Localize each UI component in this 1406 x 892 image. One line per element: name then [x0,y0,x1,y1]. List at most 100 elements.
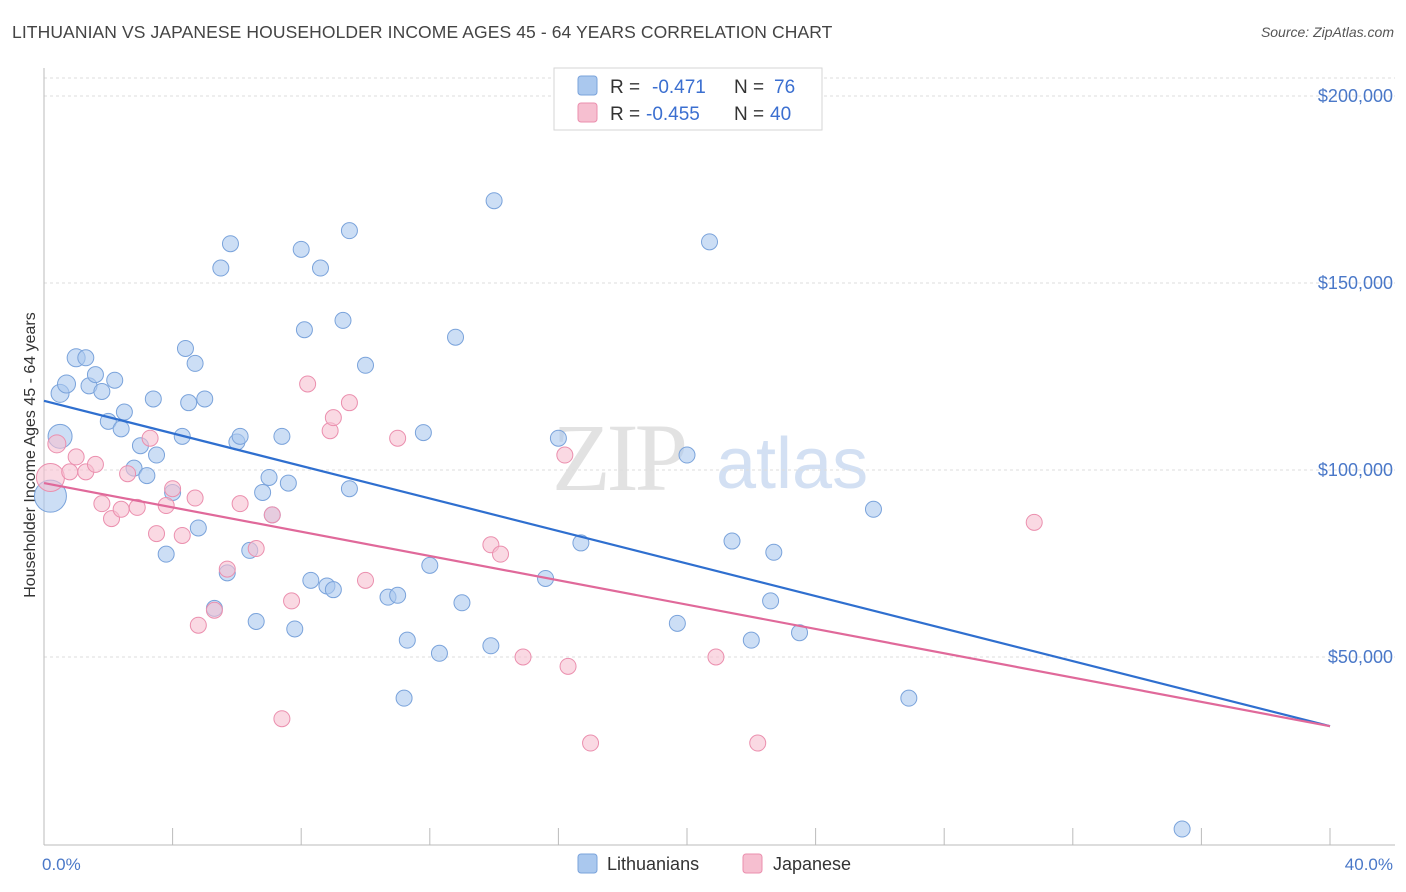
lithuanians-point [762,592,780,610]
legend-n-value: 40 [770,104,791,125]
lithuanians-point [148,446,166,464]
japanese-point [119,465,137,483]
japanese-point [389,429,407,447]
x-tick-label: 40.0% [1345,855,1393,874]
lithuanians-point [357,356,374,374]
lithuanians-point [742,631,760,649]
legend-n-label: N = [734,104,764,125]
lithuanians-point [212,259,230,277]
lithuanians-point [93,382,111,400]
japanese-point [141,429,159,447]
lithuanians-point [221,235,239,253]
legend-r-label: R = [610,77,640,98]
lithuanians-point [1173,820,1191,838]
lithuanians-trend-line [43,399,1331,728]
lithuanians-point [340,480,358,498]
japanese-point [148,525,166,543]
japanese-point [263,506,281,524]
japanese-point [707,648,725,666]
lithuanians-point [138,467,156,485]
legend-r-value: -0.455 [646,104,700,125]
japanese-point [247,540,265,558]
lithuanians-point [77,349,95,367]
x-tick-labels: 0.0% 40.0% [42,855,1393,874]
legend-r-value: -0.471 [652,77,706,98]
lithuanians-point [292,240,310,258]
lithuanians-point [115,403,133,421]
lithuanians-point [112,420,130,438]
legend-r-label: R = [610,104,640,125]
lithuanians-point [668,614,686,632]
y-tick-labels: $50,000 $100,000 $150,000 $200,000 [1318,86,1393,667]
japanese-point [1025,513,1043,531]
japanese-point [35,462,65,492]
japanese-points [35,375,1043,752]
chart-title: LITHUANIAN VS JAPANESE HOUSEHOLDER INCOM… [12,22,833,42]
japanese-point [357,571,374,589]
bottom-legend-japanese: Japanese [773,854,851,874]
japanese-point [582,734,600,752]
lithuanians-point [414,424,432,442]
lithuanians-point [286,620,304,638]
lithuanians-point [572,534,590,552]
watermark-atlas: atlas [716,424,868,504]
japanese-point [67,448,85,466]
legend-box [553,67,823,131]
japanese-point [231,495,249,513]
lithuanians-point [900,689,918,707]
japanese-point [749,734,767,752]
lithuanians-point [144,390,162,408]
japanese-point [189,616,207,634]
japanese-point [86,455,104,473]
legend-swatch-japanese [577,102,598,123]
legend-n-value: 76 [774,77,795,98]
lithuanians-point [389,586,407,604]
lithuanians-point [106,371,124,389]
y-tick-label: $150,000 [1318,273,1393,293]
japanese-point [273,710,291,728]
japanese-trend-line [43,482,1331,728]
japanese-point [324,409,342,427]
japanese-point [164,480,182,498]
gridlines [44,77,1395,658]
lithuanians-point [447,328,465,346]
trend-lines [43,399,1331,728]
y-tick-label: $100,000 [1318,460,1393,480]
japanese-point [492,545,510,563]
lithuanians-point [186,354,204,372]
lithuanians-point [485,192,503,210]
y-tick-label: $50,000 [1328,647,1393,667]
japanese-point [112,500,130,518]
lithuanians-point [701,233,719,251]
lithuanians-point [421,556,439,574]
legend-swatch-lithuanians [577,75,598,96]
lithuanians-point [57,374,77,394]
japanese-point [93,495,111,513]
lithuanians-point [334,311,352,329]
lithuanians-point [260,468,278,486]
japanese-point [559,657,577,675]
lithuanians-point [864,500,882,518]
lithuanians-point [324,581,342,599]
lithuanians-point [196,390,214,408]
lithuanians-point [482,637,500,655]
lithuanians-point [395,689,413,707]
lithuanians-point [398,631,416,649]
japanese-point [173,526,191,544]
japanese-point [340,394,358,412]
lithuanians-point [430,644,448,662]
bottom-legend-swatch-japanese [742,853,763,874]
lithuanians-point [295,321,313,339]
lithuanians-point [86,366,104,384]
lithuanians-point [678,446,696,464]
lithuanians-point [247,612,265,630]
lithuanians-point [157,545,175,563]
japanese-point [218,560,236,578]
japanese-point [61,463,79,481]
y-tick-label: $200,000 [1318,86,1393,106]
japanese-point [205,601,223,619]
x-tick-label: 0.0% [42,855,81,874]
japanese-point [47,434,67,454]
lithuanians-point [180,394,198,412]
